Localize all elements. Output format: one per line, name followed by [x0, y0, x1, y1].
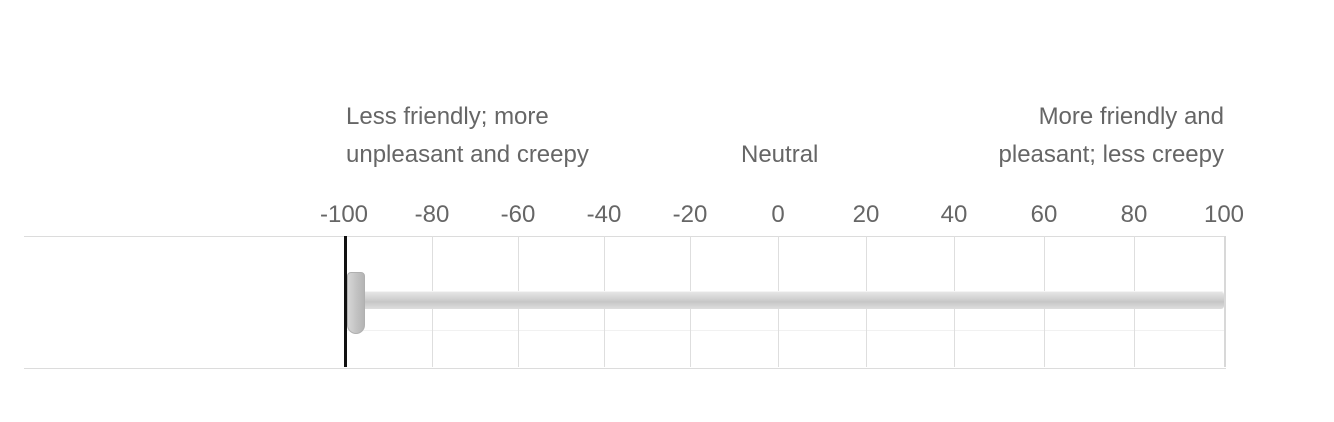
anchor-right-line-2: pleasant; less creepy: [998, 141, 1224, 168]
anchor-label-center: Neutral: [741, 141, 819, 168]
anchor-label-left: Less friendly; more unpleasant and creep…: [346, 98, 589, 174]
tick-label: -100: [319, 201, 369, 228]
tick-label: -40: [586, 201, 622, 228]
anchor-label-right: More friendly and pleasant; less creepy: [999, 98, 1224, 174]
tick-label: -20: [672, 201, 708, 228]
tick-label: 80: [1120, 201, 1148, 228]
tick-label: 60: [1030, 201, 1058, 228]
slider[interactable]: [344, 236, 1226, 367]
tick-label: -80: [414, 201, 450, 228]
slider-track[interactable]: [356, 291, 1224, 309]
tick-label: -60: [500, 201, 536, 228]
tick-label: 20: [852, 201, 880, 228]
tick-label: 100: [1203, 201, 1245, 228]
anchor-left-line-1: Less friendly; more: [346, 103, 549, 130]
slider-row: [24, 236, 1226, 369]
slider-axis-start-line: [344, 236, 347, 367]
row-divider: [344, 330, 1224, 331]
tick-label: 0: [771, 201, 785, 228]
scale-labels: -100 -80 -60 -40 -20 0 20 40 60 80 100: [0, 198, 1334, 232]
slider-handle[interactable]: [347, 272, 365, 334]
tick-label: 40: [940, 201, 968, 228]
anchor-right-line-1: More friendly and: [1038, 103, 1224, 130]
anchor-left-line-2: unpleasant and creepy: [346, 141, 589, 168]
grid-line: [1224, 236, 1226, 367]
